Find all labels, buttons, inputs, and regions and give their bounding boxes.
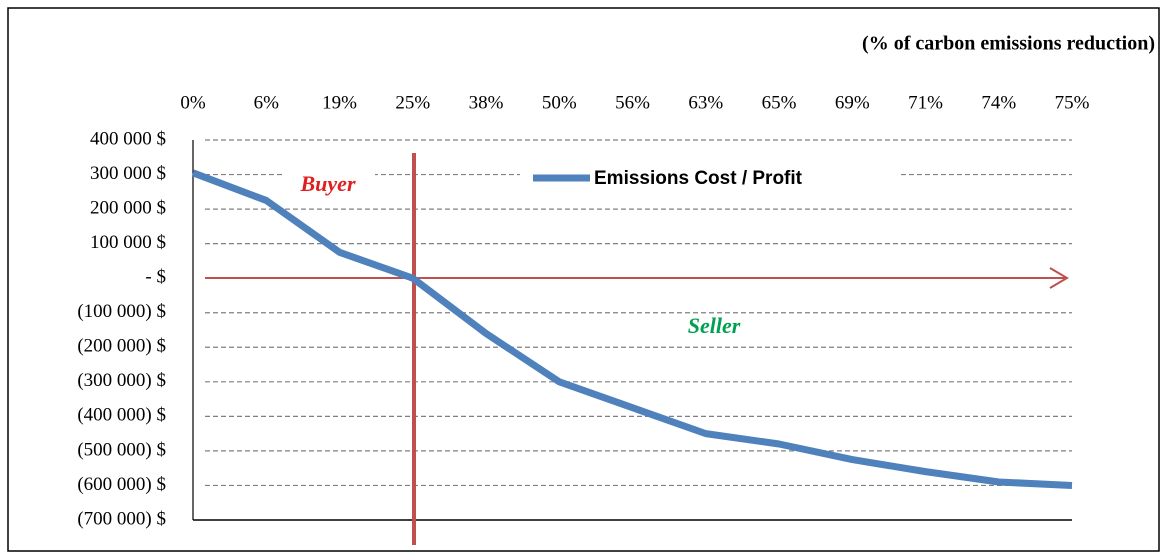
x-tick-label: 25% (395, 92, 430, 113)
y-tick-label: 200 000 $ (90, 197, 166, 218)
y-tick-label: (700 000) $ (77, 508, 166, 529)
x-tick-label: 0% (180, 92, 206, 113)
y-tick-label: (300 000) $ (77, 370, 166, 391)
x-tick-label: 65% (762, 92, 797, 113)
x-axis-title: (% of carbon emissions reduction) (862, 33, 1155, 55)
y-tick-label: 100 000 $ (90, 232, 166, 253)
y-tick-label: 400 000 $ (90, 128, 166, 149)
chart-border (7, 7, 1160, 552)
x-tick-label: 69% (835, 92, 870, 113)
x-tick-label: 19% (322, 92, 357, 113)
buyer-label: Buyer (300, 171, 356, 196)
y-tick-label: (200 000) $ (77, 336, 166, 357)
legend-label: Emissions Cost / Profit (594, 168, 803, 189)
x-tick-label: 74% (981, 92, 1016, 113)
x-tick-label: 6% (254, 92, 280, 113)
data-line (191, 169, 1073, 489)
x-tick-label: 63% (688, 92, 723, 113)
y-tick-label: 300 000 $ (90, 163, 166, 184)
x-tick-label: 50% (542, 92, 577, 113)
y-tick-label: (600 000) $ (77, 474, 166, 495)
x-tick-label: 71% (908, 92, 943, 113)
y-tick-label: (100 000) $ (77, 301, 166, 322)
y-tick-label: - $ (145, 267, 166, 288)
x-tick-label: 38% (469, 92, 504, 113)
x-tick-label: 56% (615, 92, 650, 113)
arrow-head (1049, 267, 1069, 289)
buyer-bg (285, 166, 375, 202)
y-tick-label: (500 000) $ (77, 439, 166, 460)
y-tick-label: (400 000) $ (77, 405, 166, 426)
x-tick-label: 75% (1055, 92, 1090, 113)
seller-label: Seller (688, 313, 741, 338)
